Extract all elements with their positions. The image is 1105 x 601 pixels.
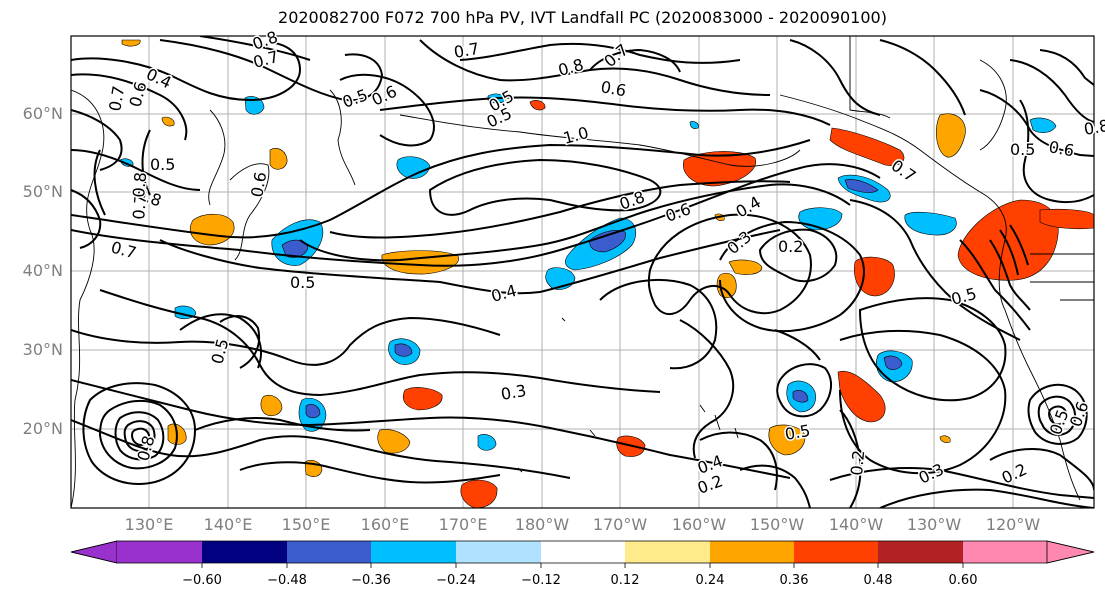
colorbar-tick-label: −0.48: [267, 573, 307, 588]
colorbar-segment: [541, 541, 625, 563]
colorbar-upper-extend: [1046, 540, 1095, 564]
lat-label: 30°N: [22, 340, 63, 359]
contour-label: 0.2: [778, 237, 803, 256]
lon-label: 150°E: [281, 515, 331, 534]
lon-label: 160°W: [671, 515, 727, 534]
lat-label: 50°N: [22, 182, 63, 201]
colorbar-tick-label: −0.12: [521, 573, 561, 588]
colorbar-tick-marks: [201, 563, 964, 568]
lon-label: 130°E: [124, 515, 174, 534]
lon-label: 140°E: [203, 515, 253, 534]
colorbar-segment: [625, 541, 710, 563]
contour-label: 0.7: [129, 193, 150, 220]
colorbar-tick-label: −0.36: [351, 573, 391, 588]
contour-label: 0.8: [129, 171, 150, 198]
contour-label: 0.7: [105, 84, 128, 112]
lon-label: 150°W: [749, 515, 805, 534]
colorbar-tick-label: 0.36: [779, 573, 809, 588]
colorbar-tick-label: −0.24: [436, 573, 476, 588]
lat-label: 40°N: [22, 261, 63, 280]
contour-label: 0.5: [783, 421, 811, 444]
contour-label: 0.3: [499, 381, 527, 404]
colorbar-tick-label: 0.48: [863, 573, 893, 588]
contour-label: 0.6: [247, 170, 270, 198]
lon-label: 170°E: [438, 515, 488, 534]
lon-label: 120°W: [985, 515, 1041, 534]
lon-label: 160°E: [360, 515, 410, 534]
contour-label: 0.2: [847, 449, 868, 476]
lon-label: 140°W: [828, 515, 884, 534]
contour-label: 0.5: [150, 155, 175, 174]
colorbar-tick-label: −0.60: [182, 573, 222, 588]
colorbar-outline: [70, 540, 1095, 564]
colorbar-segment: [794, 541, 878, 563]
pv-contours: [71, 36, 1094, 508]
ivt-positive-regions: [121, 39, 1094, 508]
colorbar-lower-extend: [70, 540, 118, 564]
colorbar-tick-label: 0.12: [610, 573, 640, 588]
lon-label: 170°W: [592, 515, 648, 534]
lat-label: 20°N: [22, 419, 63, 438]
colorbar-tick-label: 0.60: [948, 573, 978, 588]
ivt-negative-regions: [119, 93, 1057, 451]
contour-label: 0.8: [1082, 116, 1105, 139]
colorbar-segment: [202, 541, 287, 563]
lon-label: 130°W: [906, 515, 962, 534]
contour-label: 0.5: [290, 273, 315, 292]
coastlines: [71, 36, 1094, 508]
colorbar-segment: [963, 541, 1047, 563]
colorbar-segment: [117, 541, 202, 563]
lon-label: 180°W: [514, 515, 570, 534]
plot-frame: [70, 35, 1095, 509]
colorbar: [70, 540, 1095, 568]
lat-label: 60°N: [22, 104, 63, 123]
colorbar-segment: [371, 541, 456, 563]
contour-label: 0.7: [109, 238, 139, 263]
colorbar-segment: [710, 541, 794, 563]
contour-label: 0.5: [1010, 140, 1035, 159]
colorbar-tick-label: 0.24: [695, 573, 725, 588]
colorbar-segment: [456, 541, 541, 563]
map-title: 2020082700 F072 700 hPa PV, IVT Landfall…: [278, 8, 887, 27]
colorbar-segment: [287, 541, 371, 563]
colorbar-segment: [878, 541, 963, 563]
